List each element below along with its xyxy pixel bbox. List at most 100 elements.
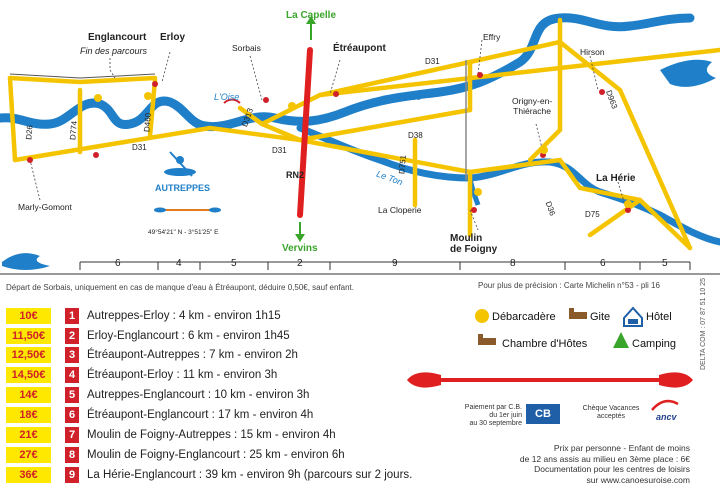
route-price: 27€ <box>6 447 51 463</box>
route-price: 21€ <box>6 427 51 443</box>
route-number: 2 <box>65 328 79 344</box>
river-label-oise-2: L'Oise <box>396 92 422 102</box>
landing-icons <box>94 92 632 208</box>
leader-lines <box>29 39 627 231</box>
fin-parcours-label: Fin des parcours <box>80 46 148 56</box>
route-row: 14€ 5 Autreppes-Englancourt : 10 km - envi… <box>6 386 309 404</box>
town-etreaupont: Étréaupont <box>333 43 386 54</box>
route-row: 14,50€ 4 Étréaupont-Erloy : 11 km - enviro… <box>6 366 277 384</box>
route-price: 14€ <box>6 387 51 403</box>
road-d774: D774 <box>68 120 79 141</box>
town-effry: Effry <box>483 32 501 42</box>
cb-logo: CB <box>526 404 560 424</box>
distance-2: 4 <box>176 258 182 269</box>
town-la-capelle: La Capelle <box>286 10 337 21</box>
river-le-ton <box>296 124 720 246</box>
michelin-note: Pour plus de précision : Carte Michelin … <box>478 281 660 290</box>
ancv-logo: ancv <box>656 412 677 422</box>
cb-line-2: du 1er juin <box>489 412 522 419</box>
road-d31-c: D31 <box>425 57 440 66</box>
road-d751: D751 <box>397 154 408 175</box>
legend-hotel: Hôtel <box>646 311 672 323</box>
road-d75: D75 <box>585 210 600 219</box>
town-hirson: Hirson <box>580 47 605 57</box>
footer-line-4: sur www.canoesuroise.com <box>586 474 690 485</box>
route-text: Autreppes-Erloy : 4 km - environ 1h15 <box>87 310 281 322</box>
south-arrow <box>295 222 305 242</box>
route-row: 36€ 9 La Hérie-Englancourt : 39 km - envir… <box>6 466 412 484</box>
town-marly-gomont: Marly-Gomont <box>18 202 72 212</box>
town-la-herie: La Hérie <box>596 173 636 184</box>
route-row: 27€ 8 Moulin de Foigny-Englancourt : 25 km… <box>6 446 345 464</box>
route-number: 6 <box>65 407 79 423</box>
route-price: 14,50€ <box>6 367 51 383</box>
route-text: Moulin de Foigny-Autreppes : 15 km - env… <box>87 429 336 441</box>
town-la-cloperie: La Cloperie <box>378 205 422 215</box>
route-number: 9 <box>65 467 79 483</box>
route-text: Étréaupont-Erloy : 11 km - environ 3h <box>87 369 278 381</box>
route-number: 8 <box>65 447 79 463</box>
kayak-icon <box>164 151 196 177</box>
route-number: 4 <box>65 367 79 383</box>
road-d31-a: D31 <box>132 143 147 152</box>
cb-line-1: Paiement par C.B. <box>464 404 522 411</box>
legend-debarcadere: Débarcadère <box>492 311 556 323</box>
small-paddle-icon <box>154 207 221 213</box>
route-number: 5 <box>65 387 79 403</box>
road-d26: D26 <box>24 124 35 141</box>
gps-coordinates: 49°54'21" N - 3°51'25" E <box>148 229 219 236</box>
footer-line-1: Prix par personne - Enfant de moins <box>553 443 690 453</box>
payment-cb-text: Paiement par C.B. du 1er juin au 30 sept… <box>440 404 522 428</box>
route-text: Moulin de Foigny-Englancourt : 25 km - e… <box>87 449 345 461</box>
route-price: 10€ <box>6 308 51 324</box>
distance-1: 6 <box>115 258 121 269</box>
road-d38: D38 <box>408 131 423 140</box>
distance-ruler <box>79 261 691 270</box>
route-text: Erloy-Englancourt : 6 km - environ 1h45 <box>87 330 290 342</box>
route-row: 12,50€ 3 Étréaupont-Autreppes : 7 km - env… <box>6 346 298 364</box>
river-label-oise-1: L'Oise <box>214 92 240 102</box>
credit-line: DELTA COM : 07 87 51 10 25 <box>700 278 707 370</box>
sorbais-note: Départ de Sorbais, uniquement en cas de … <box>6 283 354 292</box>
hotel-icon <box>623 306 643 327</box>
debarcadere-icon <box>475 309 489 323</box>
town-erloy: Erloy <box>160 32 186 43</box>
route-number: 3 <box>65 347 79 363</box>
distance-8: 5 <box>662 258 668 269</box>
footer-text: Prix par personne - Enfant de moins de 1… <box>450 443 690 485</box>
route-number: 7 <box>65 427 79 443</box>
roads <box>7 17 720 251</box>
north-arrow <box>306 16 316 40</box>
route-text: Étréaupont-Englancourt : 17 km - environ… <box>87 409 314 421</box>
rn2-road <box>297 47 313 218</box>
landing-points <box>27 72 631 213</box>
distance-5: 9 <box>392 258 398 269</box>
town-sorbais: Sorbais <box>232 43 261 53</box>
footer-line-2: de 12 ans assis au milieu en 3ème place … <box>519 453 690 464</box>
road-d460: D460 <box>142 112 153 133</box>
cheque-vacances-text: Chèque Vacances acceptés <box>582 405 640 420</box>
town-englancourt: Englancourt <box>88 32 147 43</box>
route-row: 21€ 7 Moulin de Foigny-Autreppes : 15 km -… <box>6 426 336 444</box>
legend-chambre: Chambre d'Hôtes <box>502 338 588 350</box>
gite-icon <box>569 308 587 319</box>
distance-3: 5 <box>231 258 237 269</box>
legend-camping: Camping <box>632 338 677 350</box>
road-rn2: RN2 <box>286 170 305 180</box>
route-row: 18€ 6 Étréaupont-Englancourt : 17 km - env… <box>6 406 313 424</box>
bridge-icon <box>223 98 241 104</box>
chambre-icon <box>478 334 496 345</box>
town-moulin-de-foigny: Moulin de Foigny <box>450 233 498 255</box>
route-price: 36€ <box>6 467 51 483</box>
road-d31-b: D31 <box>272 146 287 155</box>
paddle-icon <box>407 372 693 388</box>
water-splash-icon <box>2 59 716 270</box>
route-row: 10€ 1 Autreppes-Erloy : 4 km - environ 1h1… <box>6 307 281 325</box>
legend-icons <box>475 306 643 348</box>
town-vervins: Vervins <box>282 243 318 254</box>
route-price: 18€ <box>6 407 51 423</box>
town-origny: Origny-en- Thiérache <box>512 96 553 116</box>
route-text: Étréaupont-Autreppes : 7 km - environ 2h <box>87 349 298 361</box>
route-number: 1 <box>65 308 79 324</box>
